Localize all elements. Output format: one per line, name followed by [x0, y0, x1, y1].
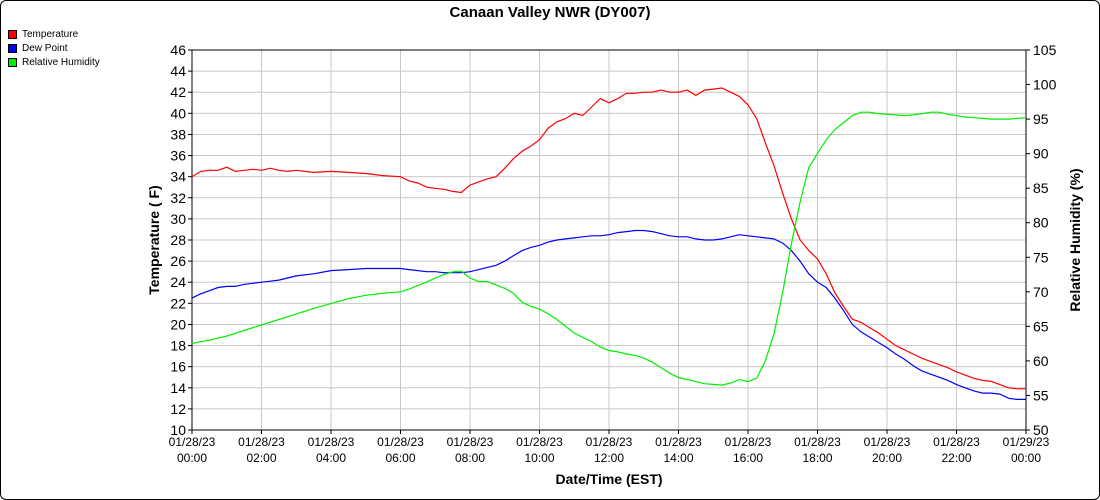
y-tick-label: 24	[170, 274, 186, 290]
x-axis-label: Date/Time (EST)	[555, 471, 662, 487]
y2-tick-label: 50	[1033, 422, 1049, 438]
x-tick-time: 22:00	[941, 451, 971, 465]
y-tick-label: 12	[170, 401, 186, 417]
y2-tick-label: 100	[1033, 77, 1057, 93]
x-tick-date: 01/28/23	[586, 435, 633, 449]
legend-label-temperature: Temperature	[22, 28, 79, 40]
y-tick-label: 44	[170, 63, 186, 79]
legend-label-relative-humidity: Relative Humidity	[22, 56, 100, 68]
x-tick-time: 18:00	[802, 451, 832, 465]
y2-tick-label: 55	[1033, 387, 1049, 403]
x-tick-date: 01/29/23	[1003, 435, 1050, 449]
y-tick-label: 34	[170, 169, 186, 185]
y2-tick-label: 85	[1033, 180, 1049, 196]
x-tick-time: 08:00	[455, 451, 485, 465]
x-tick-date: 01/28/23	[169, 435, 216, 449]
y-tick-label: 26	[170, 253, 186, 269]
x-tick-date: 01/28/23	[516, 435, 563, 449]
x-tick-date: 01/28/23	[308, 435, 355, 449]
y-tick-label: 14	[170, 380, 186, 396]
y2-tick-label: 90	[1033, 146, 1049, 162]
x-tick-time: 12:00	[594, 451, 624, 465]
y-tick-label: 10	[170, 422, 186, 438]
y-tick-label: 40	[170, 105, 186, 121]
legend-swatch-temperature	[8, 29, 17, 39]
x-tick-date: 01/28/23	[725, 435, 772, 449]
legend-item-temperature: Temperature	[8, 27, 100, 41]
legend: Temperature Dew Point Relative Humidity	[8, 27, 100, 69]
y-tick-label: 18	[170, 338, 186, 354]
y-tick-label: 22	[170, 295, 186, 311]
y2-tick-label: 105	[1033, 42, 1057, 58]
legend-swatch-dew-point	[8, 43, 17, 53]
legend-swatch-relative-humidity	[8, 57, 17, 67]
y-tick-label: 30	[170, 211, 186, 227]
x-tick-time: 00:00	[1011, 451, 1041, 465]
y-tick-label: 16	[170, 359, 186, 375]
chart-title: Canaan Valley NWR (DY007)	[449, 4, 651, 21]
y-tick-label: 46	[170, 42, 186, 58]
y2-tick-label: 75	[1033, 249, 1049, 265]
y-tick-label: 36	[170, 148, 186, 164]
y2-tick-label: 65	[1033, 318, 1049, 334]
y2-axis-label: Relative Humidity (%)	[1067, 168, 1083, 311]
x-tick-date: 01/28/23	[447, 435, 494, 449]
x-tick-date: 01/28/23	[377, 435, 424, 449]
x-tick-date: 01/28/23	[794, 435, 841, 449]
x-tick-date: 01/28/23	[933, 435, 980, 449]
series-line-dew-point	[191, 229, 1026, 400]
x-tick-time: 20:00	[872, 451, 902, 465]
y-tick-label: 42	[170, 84, 186, 100]
x-tick-date: 01/28/23	[655, 435, 702, 449]
series-line-temperature	[191, 87, 1026, 390]
legend-item-relative-humidity: Relative Humidity	[8, 55, 100, 69]
y-tick-label: 28	[170, 232, 186, 248]
x-tick-time: 00:00	[177, 451, 207, 465]
y2-tick-label: 95	[1033, 111, 1049, 127]
x-tick-time: 02:00	[246, 451, 276, 465]
y2-tick-label: 80	[1033, 215, 1049, 231]
y-tick-label: 20	[170, 316, 186, 332]
x-tick-time: 14:00	[663, 451, 693, 465]
y-tick-label: 32	[170, 190, 186, 206]
x-tick-date: 01/28/23	[238, 435, 285, 449]
x-tick-date: 01/28/23	[864, 435, 911, 449]
y2-tick-label: 70	[1033, 284, 1049, 300]
y-tick-label: 38	[170, 126, 186, 142]
legend-label-dew-point: Dew Point	[22, 42, 68, 54]
y-axis-label: Temperature ( F)	[146, 185, 162, 294]
y2-tick-label: 60	[1033, 353, 1049, 369]
plot-area-border	[191, 49, 1027, 431]
x-tick-time: 10:00	[524, 451, 554, 465]
legend-item-dew-point: Dew Point	[8, 41, 100, 55]
series-line-relative-humidity	[191, 111, 1027, 386]
x-tick-time: 06:00	[385, 451, 415, 465]
x-tick-time: 16:00	[733, 451, 763, 465]
x-tick-time: 04:00	[316, 451, 346, 465]
